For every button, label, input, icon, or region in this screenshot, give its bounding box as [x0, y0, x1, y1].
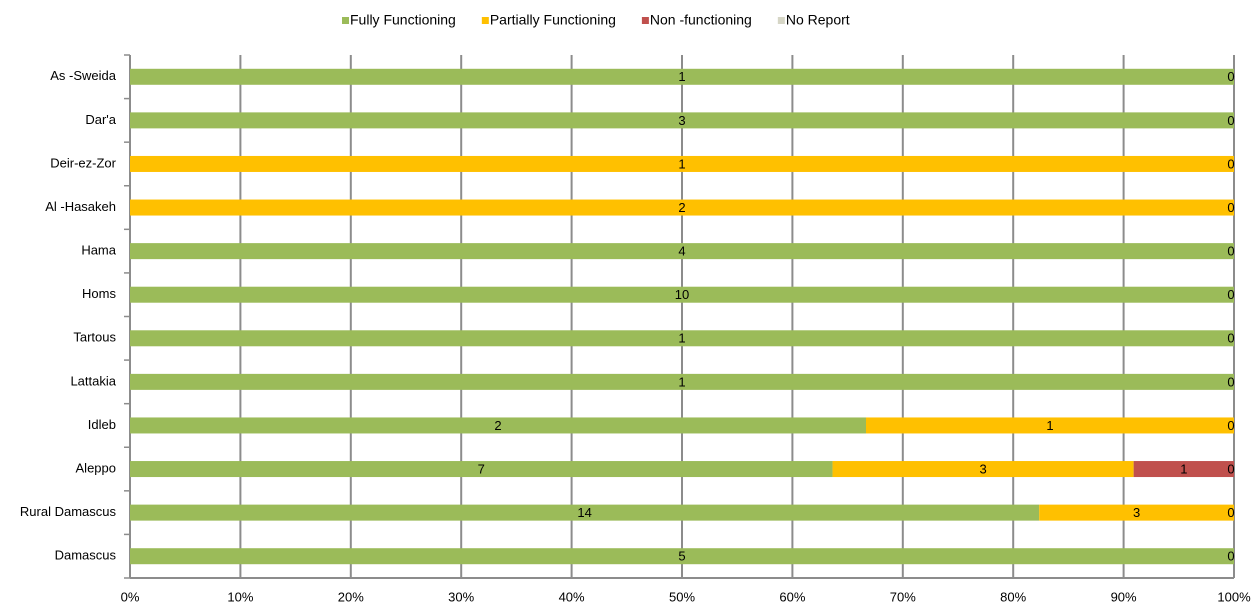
data-label: 0	[1227, 156, 1234, 171]
data-label: 2	[494, 418, 501, 433]
legend-swatch	[641, 17, 649, 24]
legend-label: Non -functioning	[650, 12, 752, 28]
x-tick-label: 10%	[227, 589, 253, 604]
data-label: 5	[678, 549, 685, 564]
data-label: 0	[1227, 113, 1234, 128]
bar-segment	[130, 461, 833, 478]
data-label: 0	[1227, 374, 1234, 389]
x-tick-label: 80%	[1000, 589, 1026, 604]
x-tick-label: 20%	[338, 589, 364, 604]
x-tick-label: 90%	[1111, 589, 1137, 604]
data-label: 3	[678, 113, 685, 128]
data-label: 3	[979, 461, 986, 476]
bar-segment	[130, 548, 1234, 565]
bar-segment	[1039, 504, 1234, 521]
data-label: 1	[678, 374, 685, 389]
bar-segment	[832, 461, 1134, 478]
bar-segment	[130, 504, 1040, 521]
data-label: 4	[678, 244, 685, 259]
legend-swatch	[342, 17, 349, 24]
data-label: 0	[1227, 287, 1234, 302]
legend-label: Fully Functioning	[350, 12, 456, 28]
data-label: 14	[577, 505, 591, 520]
data-label: 3	[1133, 505, 1140, 520]
bar-segment	[130, 286, 1234, 303]
x-tick-label: 30%	[448, 589, 474, 604]
x-tick-label: 100%	[1217, 589, 1251, 604]
data-label: 1	[678, 331, 685, 346]
legend-label: Partially Functioning	[490, 12, 616, 28]
y-tick-label: Homs	[82, 286, 116, 301]
y-tick-label: Dar'a	[85, 112, 116, 127]
data-label: 0	[1227, 461, 1234, 476]
y-tick-label: Al -Hasakeh	[45, 199, 116, 214]
y-tick-label: Tartous	[73, 330, 116, 345]
bar-segment	[130, 417, 866, 434]
y-tick-label: Damascus	[55, 548, 117, 563]
data-label: 0	[1227, 200, 1234, 215]
bar-segment	[130, 330, 1234, 347]
data-label: 2	[678, 200, 685, 215]
data-label: 1	[1180, 461, 1187, 476]
data-label: 1	[678, 69, 685, 84]
bar-segment	[866, 417, 1234, 434]
x-tick-label: 0%	[121, 589, 140, 604]
y-tick-label: Aleppo	[76, 460, 116, 475]
y-tick-label: Deir-ez-Zor	[50, 155, 116, 170]
y-tick-label: Idleb	[88, 417, 116, 432]
data-label: 1	[678, 156, 685, 171]
y-tick-label: As -Sweida	[50, 68, 117, 83]
legend-swatch	[777, 17, 785, 24]
data-label: 1	[1046, 418, 1053, 433]
legend-label: No Report	[786, 12, 850, 28]
data-label: 0	[1227, 418, 1234, 433]
x-tick-label: 40%	[559, 589, 585, 604]
x-tick-label: 60%	[779, 589, 805, 604]
y-tick-label: Lattakia	[70, 373, 116, 388]
bar-segment	[130, 243, 1234, 260]
x-tick-label: 50%	[669, 589, 695, 604]
data-label: 0	[1227, 505, 1234, 520]
legend-swatch	[481, 17, 489, 24]
data-label: 0	[1227, 69, 1234, 84]
data-label: 0	[1227, 331, 1234, 346]
data-label: 7	[478, 461, 485, 476]
y-tick-label: Hama	[81, 243, 116, 258]
bar-segment	[130, 112, 1234, 129]
bar-segment	[130, 155, 1234, 172]
bar-segment	[130, 199, 1234, 216]
data-label: 0	[1227, 244, 1234, 259]
data-label: 10	[675, 287, 689, 302]
bar-segment	[130, 373, 1234, 390]
bar-segment	[1133, 461, 1234, 478]
data-label: 0	[1227, 549, 1234, 564]
x-tick-label: 70%	[890, 589, 916, 604]
bar-segment	[130, 68, 1234, 85]
y-tick-label: Rural Damascus	[20, 504, 117, 519]
